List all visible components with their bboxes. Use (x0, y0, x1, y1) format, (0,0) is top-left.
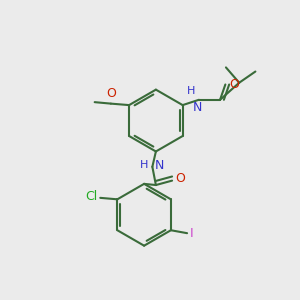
Text: O: O (229, 78, 239, 91)
Text: O: O (176, 172, 185, 185)
Text: O: O (106, 86, 116, 100)
Text: N: N (155, 159, 164, 172)
Text: H: H (187, 86, 196, 96)
Text: N: N (193, 101, 202, 114)
Text: I: I (189, 227, 193, 240)
Text: H: H (140, 160, 148, 170)
Text: Cl: Cl (86, 190, 98, 203)
